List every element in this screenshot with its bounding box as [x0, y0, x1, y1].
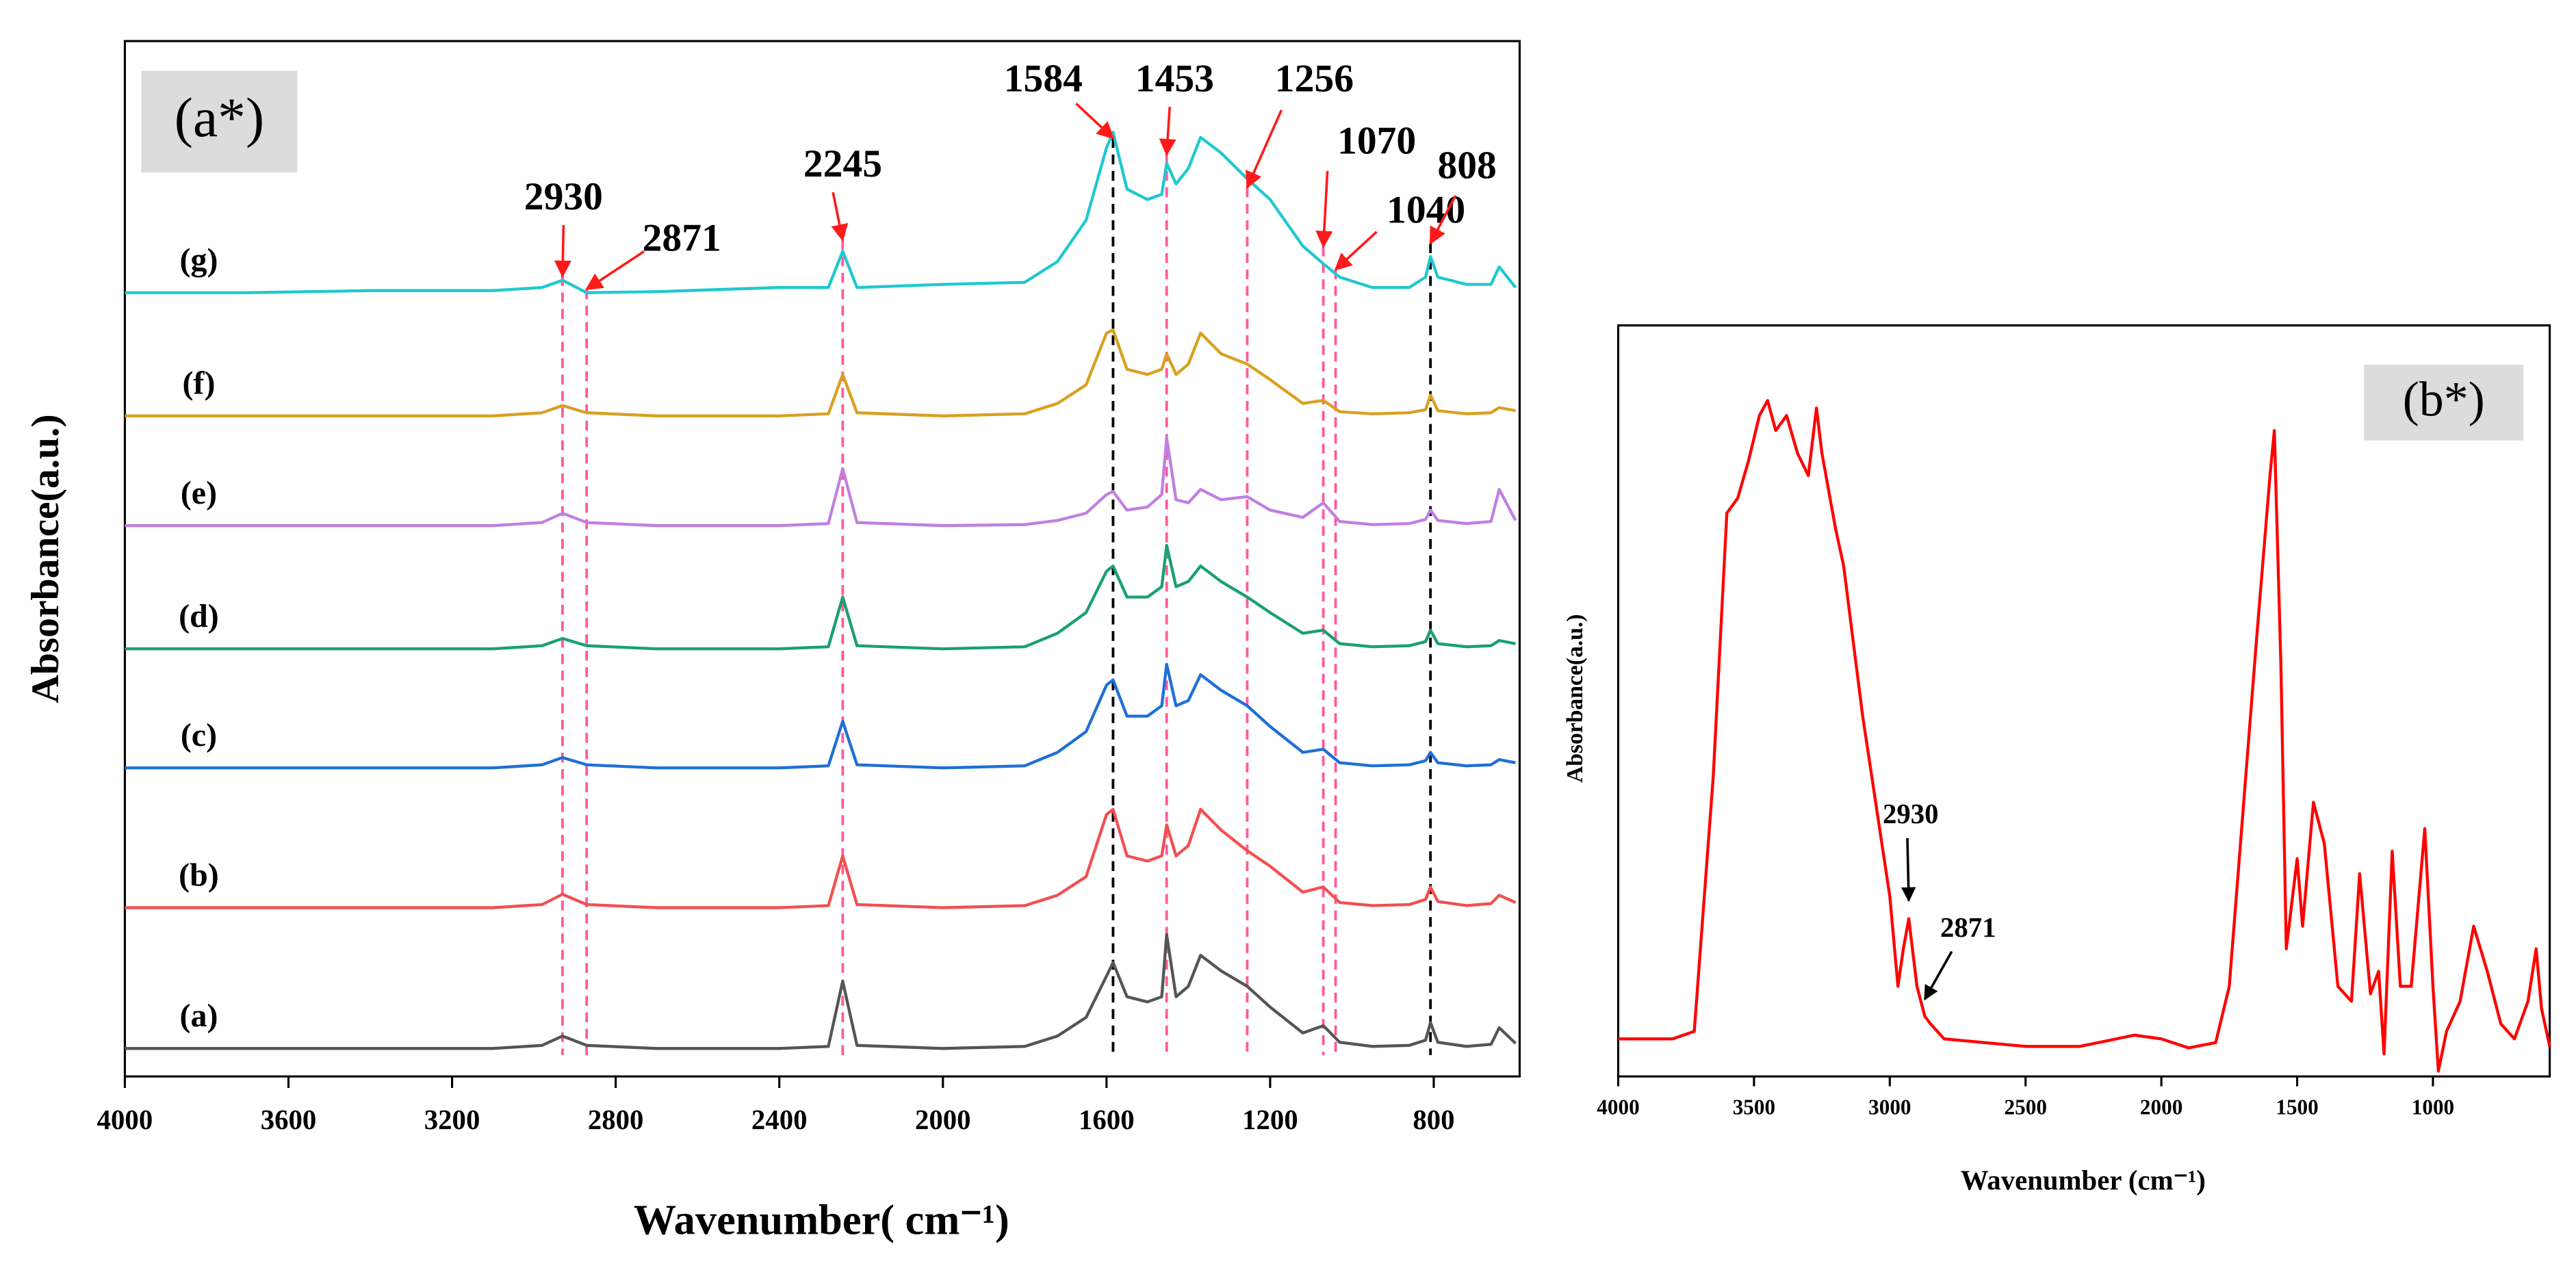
series-label: (a): [179, 998, 218, 1034]
x-tick-label: 3000: [1868, 1095, 1911, 1119]
peak-label: 1453: [1135, 57, 1214, 100]
peak-arrow: [831, 192, 849, 242]
peak-label: 2245: [803, 142, 882, 185]
x-tick-label: 3500: [1733, 1095, 1775, 1119]
x-tick-label: 4000: [1597, 1095, 1639, 1119]
x-tick-label: 1600: [1079, 1104, 1135, 1135]
series-label: (d): [179, 598, 219, 634]
peak-label: 2871: [643, 216, 721, 259]
peak-arrow: [1429, 194, 1457, 245]
peak-label: 1584: [1004, 57, 1083, 100]
spectrum-line: [125, 807, 1517, 909]
x-tick-label: 1500: [2276, 1095, 2318, 1119]
y-axis-title: Absorbance(a.u.): [24, 414, 67, 703]
series-label: (e): [181, 475, 217, 511]
x-axis-title: Wavenumber (cm⁻¹): [1961, 1165, 2206, 1196]
panel-label-box: [141, 70, 298, 173]
peak-arrow: [1075, 102, 1115, 140]
peak-label: 1256: [1275, 57, 1354, 100]
peak-arrow: [1159, 107, 1176, 157]
panel-label: (b*): [2403, 372, 2485, 426]
peak-arrow: [585, 250, 645, 291]
plot-frame: [1617, 324, 2551, 1078]
x-tick-label: 800: [1413, 1104, 1454, 1135]
spectrum-line: [125, 543, 1516, 651]
peak-label: 1070: [1337, 120, 1416, 163]
x-tick-label: 4000: [97, 1104, 153, 1135]
series-label: (f): [182, 365, 215, 402]
spectrum-line: [125, 328, 1516, 417]
peak-arrow: [1246, 109, 1283, 190]
x-tick-label: 3200: [424, 1104, 480, 1135]
spectrum-line: [1618, 399, 2551, 1073]
plot-frame: [123, 40, 1521, 1078]
peak-label: 808: [1437, 144, 1496, 187]
x-tick-label: 2500: [2005, 1095, 2047, 1119]
x-tick-label: 1000: [2412, 1095, 2454, 1119]
peak-label: 2930: [1883, 799, 1939, 829]
panel-label: (a*): [175, 86, 264, 148]
spectrum-line: [125, 436, 1517, 528]
peak-arrow: [1334, 231, 1378, 271]
spectrum-line: [125, 933, 1517, 1050]
panel-label-box: [2364, 365, 2524, 441]
x-tick-label: 3600: [261, 1104, 317, 1135]
series-label: (c): [181, 717, 217, 753]
x-tick-label: 2000: [2140, 1095, 2182, 1119]
peak-label: 1040: [1387, 188, 1465, 231]
y-axis-title: Absorbance(a.u.): [1562, 614, 1588, 783]
spectrum-line: [125, 131, 1517, 294]
peak-arrow: [1923, 950, 1953, 1001]
x-tick-label: 2400: [751, 1104, 808, 1135]
x-axis-title: Wavenumber( cm⁻¹): [634, 1196, 1009, 1244]
series-label: (b): [179, 857, 219, 893]
peak-label: 2871: [1940, 912, 1996, 943]
peak-label: 2930: [524, 175, 603, 218]
peak-arrow: [1315, 170, 1333, 248]
spectrum-line: [125, 662, 1516, 770]
x-tick-label: 2000: [915, 1104, 971, 1135]
peak-arrow: [1901, 838, 1916, 903]
series-label: (g): [179, 242, 218, 278]
x-tick-label: 1200: [1242, 1104, 1298, 1135]
x-tick-label: 2800: [588, 1104, 644, 1135]
